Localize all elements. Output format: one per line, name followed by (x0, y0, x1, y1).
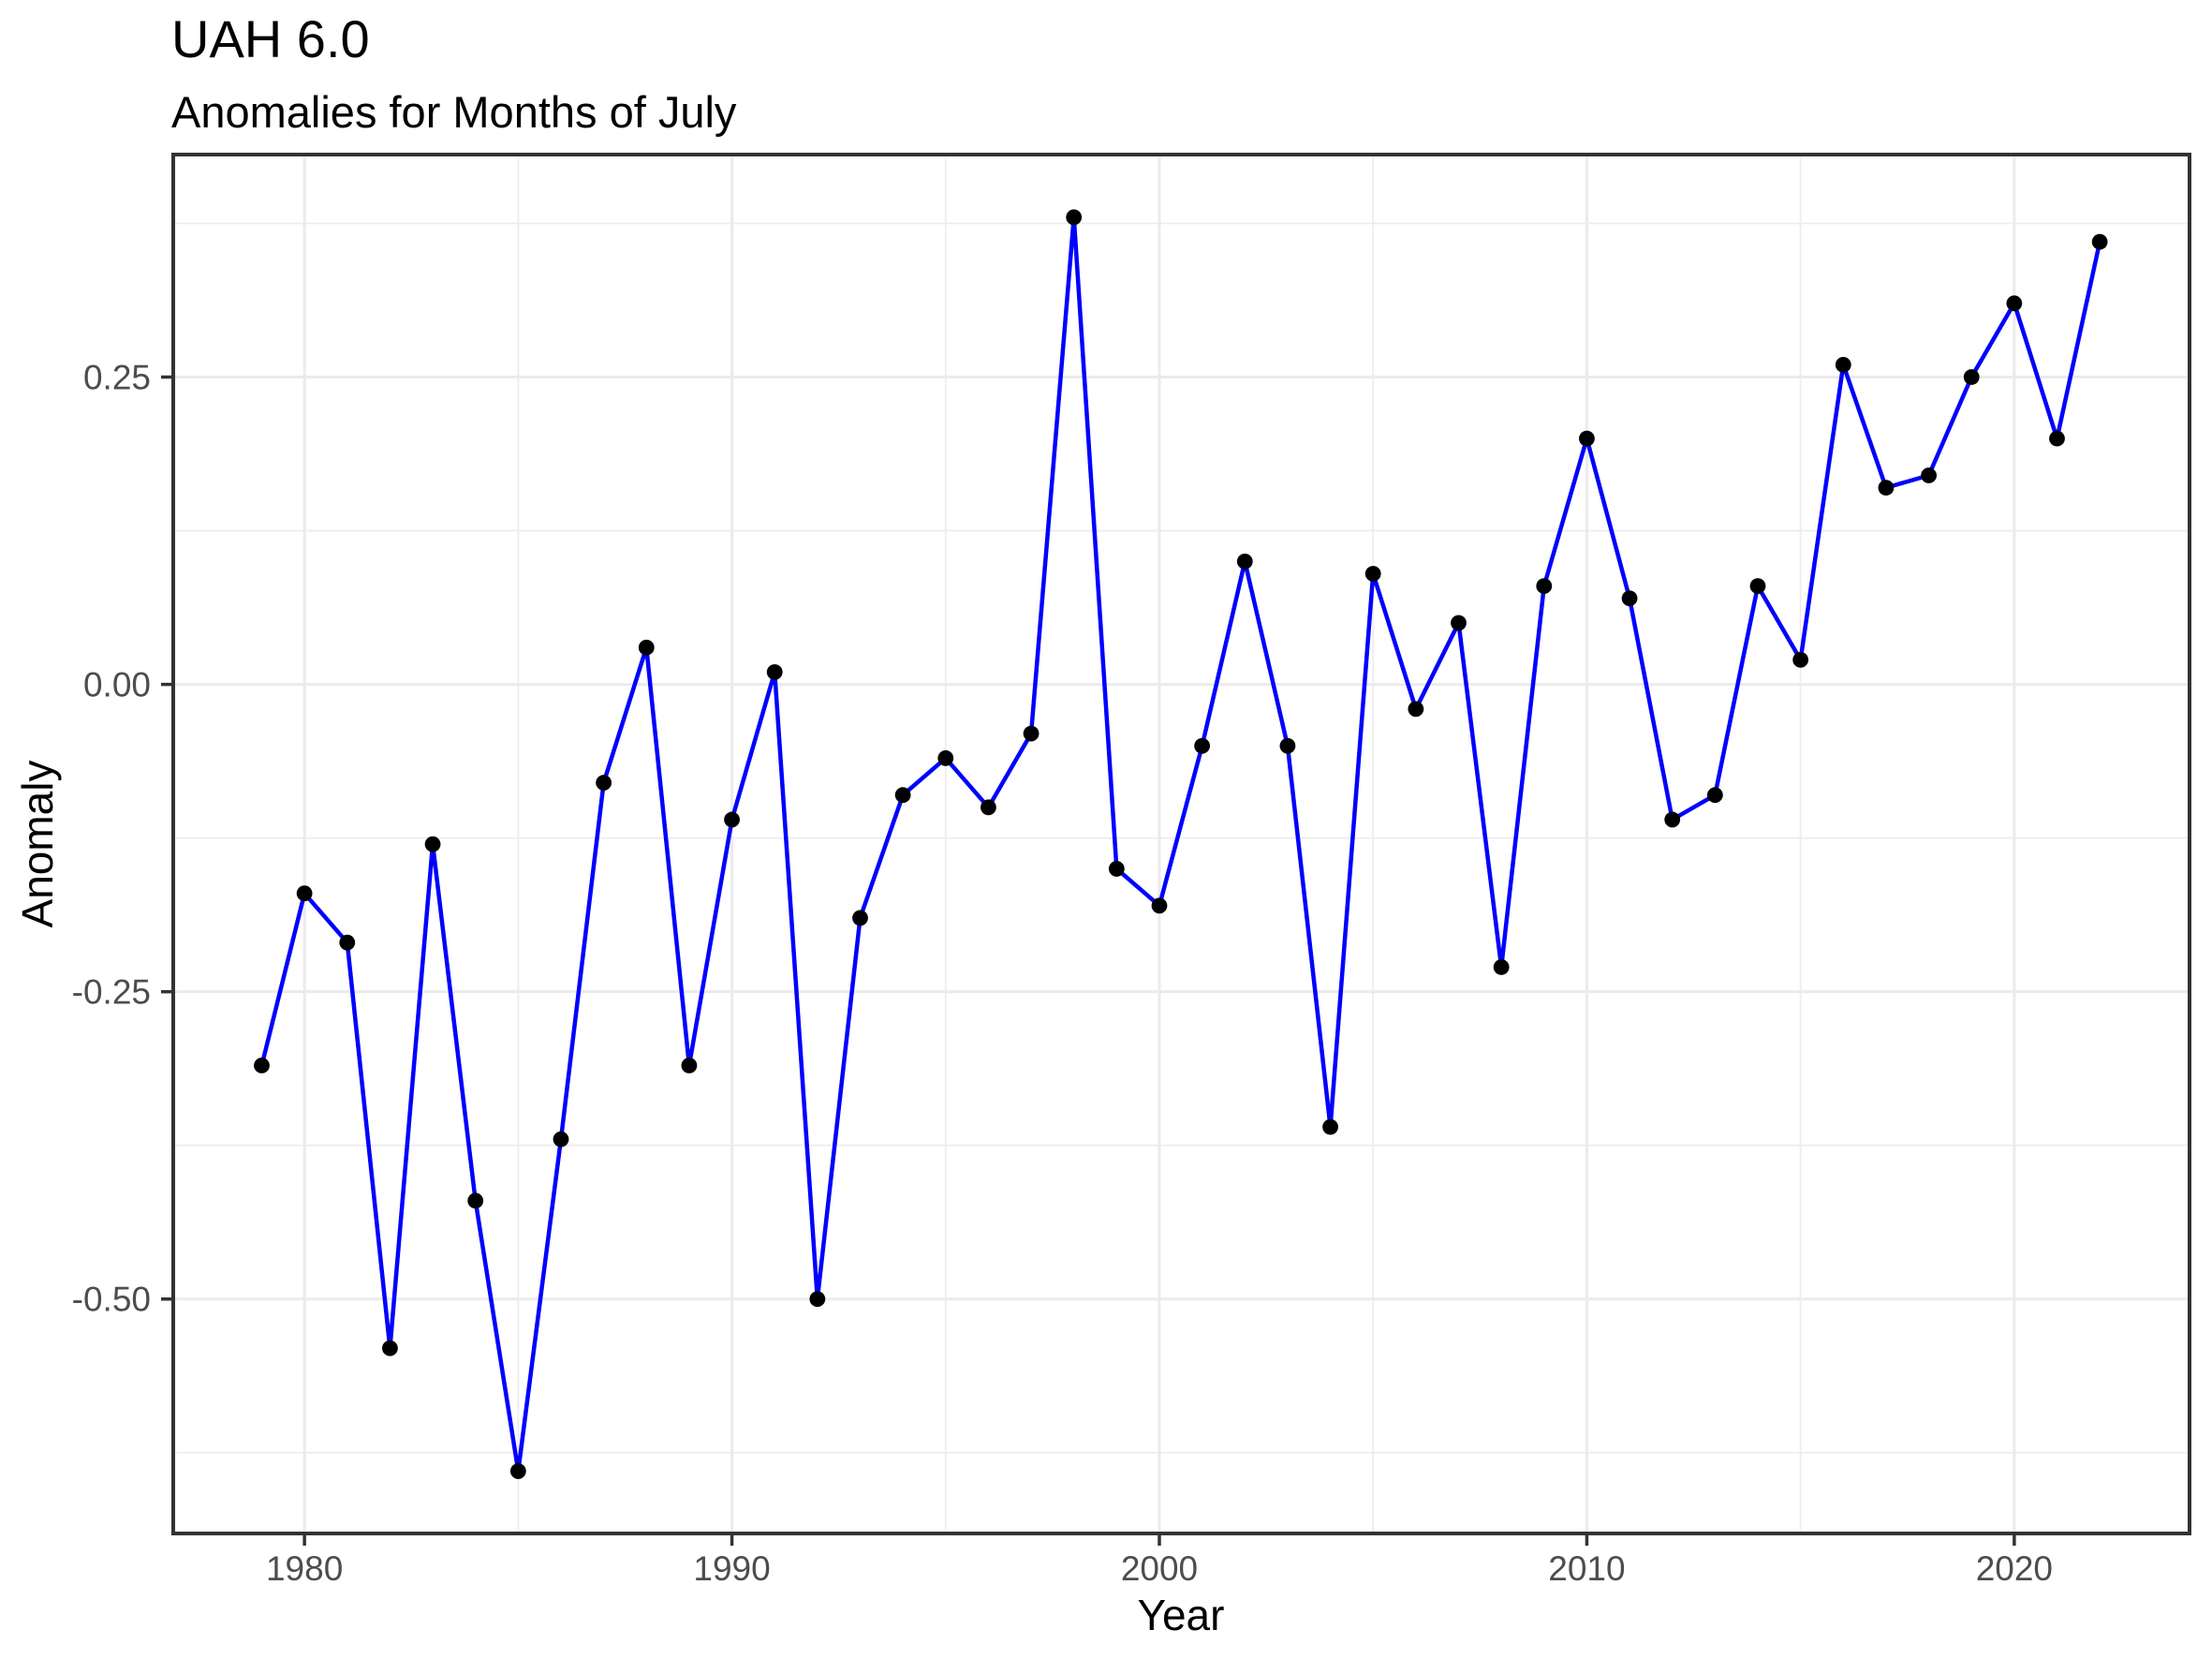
data-point (1921, 467, 1937, 483)
x-tick-label: 2000 (1121, 1549, 1198, 1588)
data-point (1364, 566, 1381, 582)
plot-subtitle: Anomalies for Months of July (171, 87, 737, 137)
series-polyline (259, 215, 2102, 1474)
data-point (1621, 590, 1638, 607)
data-point (1066, 209, 1083, 226)
y-axis-title: Anomaly (13, 761, 62, 928)
y-tick-label: -0.50 (72, 1281, 151, 1319)
y-tick-label: 0.00 (83, 666, 151, 704)
series-line (259, 215, 2102, 1474)
x-axis-title: Year (1138, 1591, 1225, 1639)
data-point (1835, 357, 1851, 373)
panel-border (171, 153, 2191, 1535)
data-point (681, 1058, 698, 1074)
data-point (2006, 295, 2023, 312)
data-point (937, 749, 954, 766)
data-point (1536, 578, 1553, 595)
major-gridlines (173, 155, 2190, 1533)
data-point (382, 1340, 398, 1356)
data-point (339, 934, 356, 951)
data-point (254, 1058, 270, 1074)
y-tick-label: 0.25 (83, 359, 151, 397)
data-point (1194, 737, 1211, 754)
data-point (852, 910, 868, 926)
data-point (1792, 651, 1809, 668)
x-tick-labels: 1980 1990 2000 2010 2020 (266, 1549, 2053, 1588)
data-point (809, 1291, 826, 1308)
plot-title: UAH 6.0 (171, 9, 370, 68)
data-point (1749, 578, 1766, 595)
data-point (1878, 480, 1895, 496)
data-point (1108, 861, 1125, 877)
y-tick-label: -0.25 (72, 973, 151, 1012)
data-point (724, 811, 740, 828)
data-point (1279, 737, 1296, 754)
data-point (467, 1192, 484, 1209)
data-point (2091, 233, 2108, 250)
data-point (1236, 553, 1253, 570)
data-point (2049, 430, 2065, 447)
data-point (1664, 811, 1681, 828)
data-point (553, 1131, 569, 1148)
x-tick-label: 2020 (1976, 1549, 2053, 1588)
data-point (596, 775, 612, 791)
data-point (1963, 369, 1980, 385)
x-tick-label: 2010 (1548, 1549, 1625, 1588)
data-point (424, 836, 441, 852)
data-point (296, 885, 313, 902)
data-point (1579, 430, 1595, 447)
data-point (638, 639, 655, 656)
data-point (894, 787, 911, 804)
x-tick-label: 1990 (693, 1549, 770, 1588)
data-point (981, 799, 996, 816)
x-tick-label: 1980 (266, 1549, 343, 1588)
y-tick-labels: 0.25 0.00 -0.25 -0.50 (72, 359, 151, 1319)
data-point (1151, 897, 1168, 914)
data-point (509, 1463, 526, 1479)
axis-tick-marks (161, 375, 2016, 1546)
data-point (1706, 787, 1723, 804)
data-point (1493, 959, 1510, 975)
data-point (1408, 701, 1424, 718)
data-point (1451, 615, 1467, 631)
data-point (766, 664, 783, 680)
data-points (254, 209, 2108, 1479)
minor-gridlines (173, 155, 2190, 1533)
data-point (1322, 1118, 1338, 1135)
data-point (1023, 725, 1040, 742)
